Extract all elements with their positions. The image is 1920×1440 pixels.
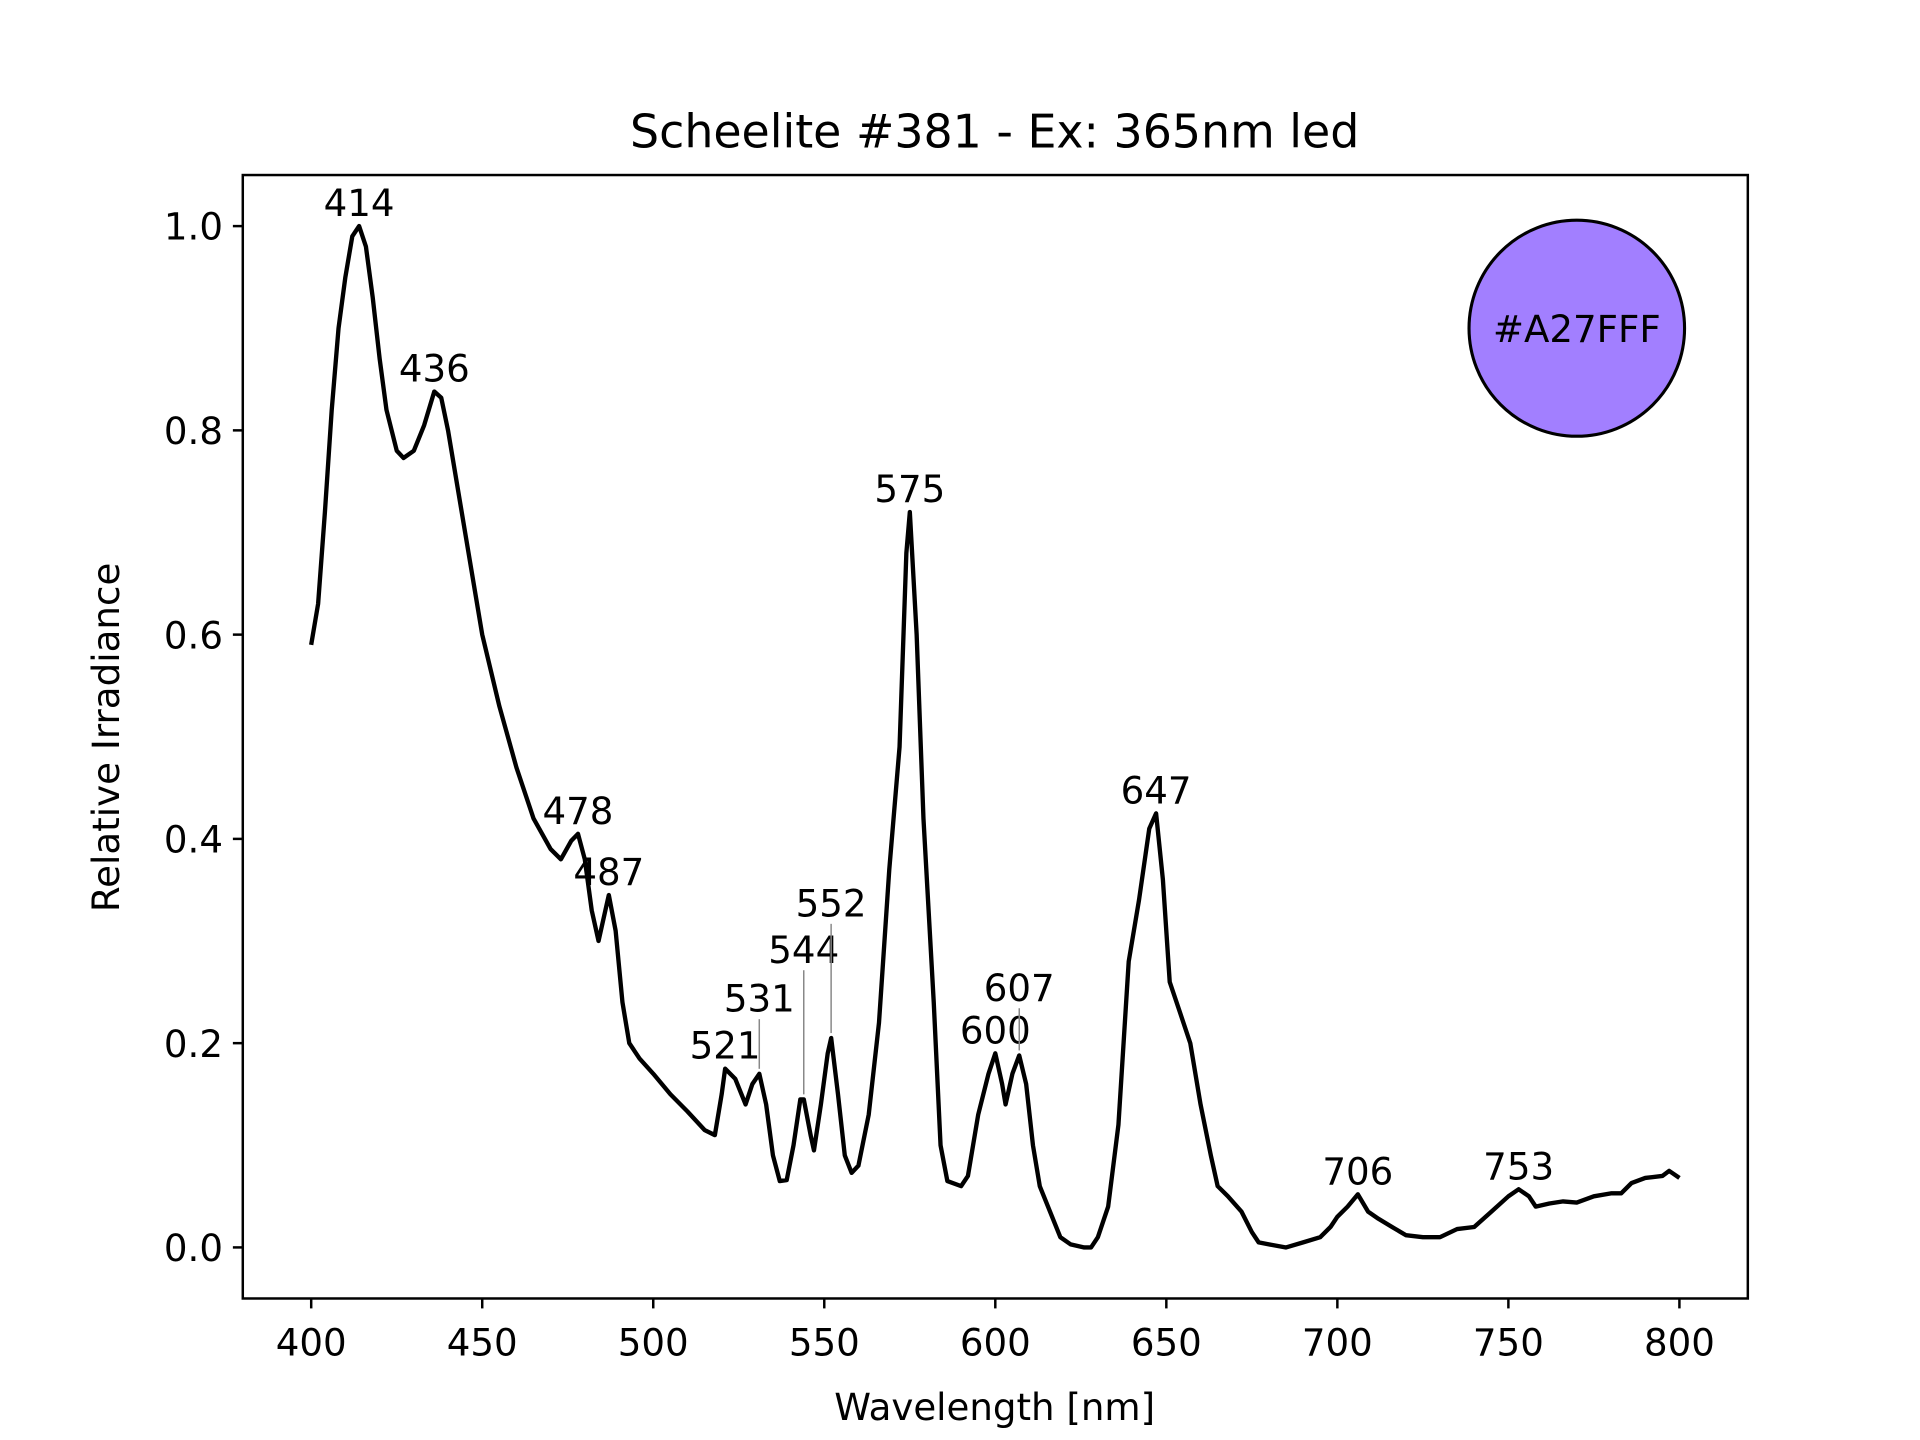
peak-label: 436 bbox=[399, 347, 470, 391]
x-tick-label: 550 bbox=[789, 1321, 860, 1365]
peak-label: 531 bbox=[724, 977, 795, 1021]
y-tick-label: 0.4 bbox=[164, 818, 223, 862]
x-tick-label: 800 bbox=[1644, 1321, 1715, 1365]
y-tick-label: 0.8 bbox=[164, 409, 223, 453]
y-tick-label: 0.6 bbox=[164, 613, 223, 657]
y-axis-label: Relative Irradiance bbox=[84, 563, 128, 912]
peak-label: 487 bbox=[573, 850, 644, 894]
x-tick-label: 500 bbox=[618, 1321, 689, 1365]
color-swatch-label: #A27FFF bbox=[1493, 307, 1661, 351]
x-axis-label: Wavelength [nm] bbox=[834, 1385, 1155, 1429]
peak-label: 647 bbox=[1121, 768, 1192, 812]
x-tick-label: 450 bbox=[447, 1321, 518, 1365]
peak-label: 478 bbox=[543, 789, 614, 833]
x-tick-label: 750 bbox=[1473, 1321, 1544, 1365]
peak-label: 600 bbox=[960, 1008, 1031, 1052]
x-tick-label: 650 bbox=[1131, 1321, 1202, 1365]
peak-label: 414 bbox=[324, 181, 395, 225]
axis-ticks: 400 450 500 550 600 650 700 750 800 0.0 0.2 0.4 0.6 0… bbox=[164, 205, 1715, 1365]
spectrum-line bbox=[309, 223, 1681, 1250]
chart-title: Scheelite #381 - Ex: 365nm led bbox=[630, 105, 1359, 159]
x-tick-label: 400 bbox=[276, 1321, 347, 1365]
peak-label: 552 bbox=[796, 881, 867, 925]
x-tick-label: 700 bbox=[1302, 1321, 1373, 1365]
y-tick-label: 0.2 bbox=[164, 1022, 223, 1066]
peak-label: 575 bbox=[874, 467, 945, 511]
peak-label: 706 bbox=[1322, 1149, 1393, 1193]
axes-frame bbox=[241, 173, 1750, 1300]
y-tick-label: 0.0 bbox=[164, 1226, 223, 1270]
x-tick-label: 600 bbox=[960, 1321, 1031, 1365]
peak-label: 521 bbox=[690, 1024, 761, 1068]
peak-label: 607 bbox=[984, 966, 1055, 1010]
peak-label: 753 bbox=[1483, 1144, 1554, 1188]
color-swatch-circle bbox=[1467, 218, 1687, 438]
y-tick-label: 1.0 bbox=[164, 205, 223, 249]
peak-label: 544 bbox=[768, 928, 839, 972]
